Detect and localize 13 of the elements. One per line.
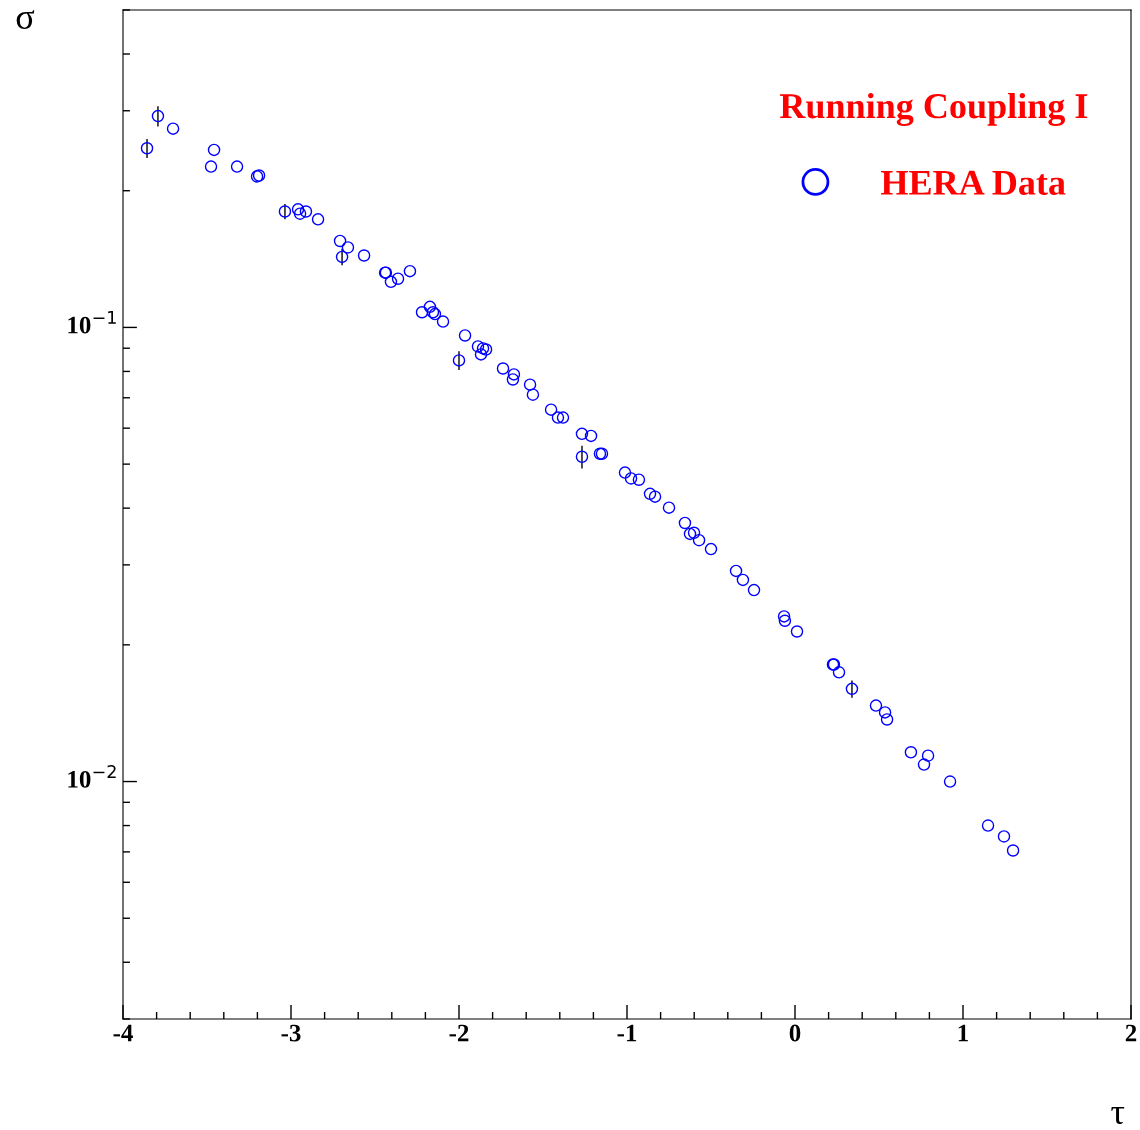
x-tick-label: 2 <box>1125 1024 1137 1042</box>
x-tick-label: 0 <box>789 1024 801 1042</box>
x-tick-label: -3 <box>281 1024 301 1042</box>
x-tick-label: -1 <box>617 1024 637 1042</box>
y-tick-label: 10$^{−2}$ <box>68 764 116 788</box>
legend-label: HERA Data <box>881 170 1066 195</box>
legend-title: Running Coupling I <box>779 92 1088 126</box>
x-axis-title: τ <box>1111 1107 1125 1125</box>
x-tick-label: -4 <box>113 1024 133 1042</box>
x-tick-label: 1 <box>958 1024 968 1042</box>
x-tick-label: -2 <box>449 1024 469 1042</box>
y-tick-label: 10$^{−1}$ <box>68 310 116 334</box>
y-axis-title: σ <box>16 10 35 30</box>
